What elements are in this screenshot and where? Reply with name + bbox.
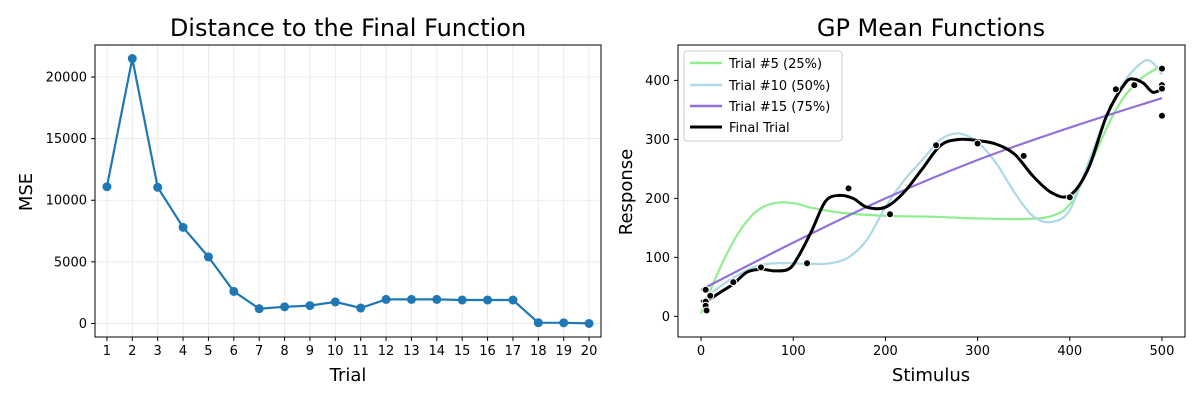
gp-x-tick-label: 400 xyxy=(1057,344,1082,359)
gp-x-tick-label: 200 xyxy=(873,344,898,359)
mse-data-point xyxy=(127,54,137,64)
gp-ticks: 0 100 200 300 400 500 0 100 200 300 400 xyxy=(645,74,1174,359)
legend-label-trial-10: Trial #10 (50%) xyxy=(728,79,830,94)
gp-chart-title: GP Mean Functions xyxy=(817,14,1045,42)
gp-y-tick-label: 100 xyxy=(645,251,670,266)
gp-plot-frame xyxy=(677,44,1186,338)
mse-data-point xyxy=(280,302,290,312)
mse-data-point xyxy=(203,252,213,262)
gp-observation-point xyxy=(1157,64,1166,73)
gp-y-tick-label: 400 xyxy=(645,74,670,89)
legend-label-trial-5: Trial #5 (25%) xyxy=(728,57,822,72)
gp-x-tick-label: 0 xyxy=(697,344,705,359)
mse-x-tick-label: 2 xyxy=(128,344,136,359)
gp-observation-point xyxy=(932,141,941,150)
gp-observation-point xyxy=(1157,84,1166,93)
mse-x-tick-label: 19 xyxy=(555,344,572,359)
mse-grid xyxy=(95,45,601,337)
mse-x-tick-label: 14 xyxy=(429,344,446,359)
gp-observation-point xyxy=(702,306,711,315)
mse-x-tick-label: 18 xyxy=(530,344,547,359)
legend-label-trial-15: Trial #15 (75%) xyxy=(728,100,830,115)
mse-data-point xyxy=(254,304,264,314)
mse-data-point xyxy=(381,294,391,304)
gp-observation-point xyxy=(1111,85,1120,94)
gp-observation-points xyxy=(701,64,1166,315)
mse-data-point xyxy=(153,182,163,192)
mse-data-point xyxy=(356,303,366,313)
mse-data-point xyxy=(305,301,315,311)
gp-panel: GP Mean Functions 0 100 200 300 400 500 0 100 20… xyxy=(616,14,1186,386)
mse-data-point xyxy=(178,222,188,232)
mse-data-point xyxy=(533,318,543,328)
mse-data-point xyxy=(330,297,340,307)
gp-x-axis-label: Stimulus xyxy=(892,365,970,386)
mse-chart-title: Distance to the Final Function xyxy=(170,14,526,42)
mse-x-tick-label: 15 xyxy=(454,344,471,359)
mse-data-point xyxy=(508,295,518,305)
gp-observation-point xyxy=(844,184,853,193)
mse-series-line xyxy=(105,58,590,325)
mse-x-axis-label: Trial xyxy=(329,365,367,386)
mse-x-tick-label: 7 xyxy=(255,344,263,359)
mse-x-tick-label: 5 xyxy=(204,344,212,359)
gp-observation-point xyxy=(729,278,738,287)
mse-data-point xyxy=(406,294,416,304)
mse-x-tick-label: 9 xyxy=(306,344,314,359)
mse-x-tick-label: 16 xyxy=(479,344,496,359)
mse-x-tick-label: 6 xyxy=(230,344,238,359)
gp-observation-point xyxy=(1019,151,1028,160)
gp-legend-box xyxy=(683,50,843,142)
gp-y-tick-label: 200 xyxy=(645,192,670,207)
gp-x-tick-label: 500 xyxy=(1150,344,1175,359)
mse-data-point xyxy=(432,294,442,304)
mse-x-tick-label: 13 xyxy=(403,344,420,359)
mse-data-point xyxy=(483,295,493,305)
mse-x-tick-label: 11 xyxy=(352,344,369,359)
mse-y-tick-label: 20000 xyxy=(46,71,87,86)
mse-x-tick-label: 4 xyxy=(179,344,187,359)
mse-ticks: 1 2 3 4 5 6 7 8 9 10 11 12 13 14 15 16 17 18 19 20050001000… xyxy=(46,71,598,359)
mse-data-point xyxy=(229,286,239,296)
mse-x-tick-label: 10 xyxy=(327,344,344,359)
gp-line-trial-15 xyxy=(700,97,1163,291)
gp-observation-point xyxy=(1157,111,1166,120)
mse-data-point xyxy=(457,295,467,305)
gp-observation-point xyxy=(1065,193,1074,202)
mse-data-point xyxy=(584,318,594,328)
gp-y-tick-label: 0 xyxy=(662,310,670,325)
mse-data-point xyxy=(559,318,569,328)
mse-x-tick-label: 1 xyxy=(103,344,111,359)
mse-y-axis-label: MSE xyxy=(16,173,37,211)
gp-observation-point xyxy=(1130,81,1139,90)
gp-y-tick-label: 300 xyxy=(645,133,670,148)
mse-points xyxy=(102,54,594,328)
mse-y-tick-label: 10000 xyxy=(46,194,87,209)
gp-observation-point xyxy=(706,291,715,300)
gp-x-tick-label: 100 xyxy=(781,344,806,359)
gp-observation-point xyxy=(886,210,895,219)
gp-x-tick-label: 300 xyxy=(965,344,990,359)
gp-y-axis-label: Response xyxy=(616,149,637,235)
mse-x-tick-label: 3 xyxy=(154,344,162,359)
mse-y-tick-label: 15000 xyxy=(46,132,87,147)
mse-plot-frame xyxy=(94,44,602,338)
mse-y-tick-label: 5000 xyxy=(54,255,87,270)
gp-observation-point xyxy=(803,259,812,268)
mse-x-tick-label: 20 xyxy=(581,344,598,359)
mse-x-tick-label: 12 xyxy=(378,344,395,359)
legend-label-final-trial: Final Trial xyxy=(729,121,790,136)
mse-data-point xyxy=(102,182,112,192)
gp-observation-point xyxy=(973,139,982,148)
mse-x-tick-label: 17 xyxy=(505,344,522,359)
mse-y-tick-label: 0 xyxy=(79,317,87,332)
mse-x-tick-label: 8 xyxy=(280,344,288,359)
gp-observation-point xyxy=(701,285,710,294)
gp-legend: Trial #5 (25%) Trial #10 (50%) Trial #15… xyxy=(683,50,843,142)
gp-observation-point xyxy=(756,263,765,272)
